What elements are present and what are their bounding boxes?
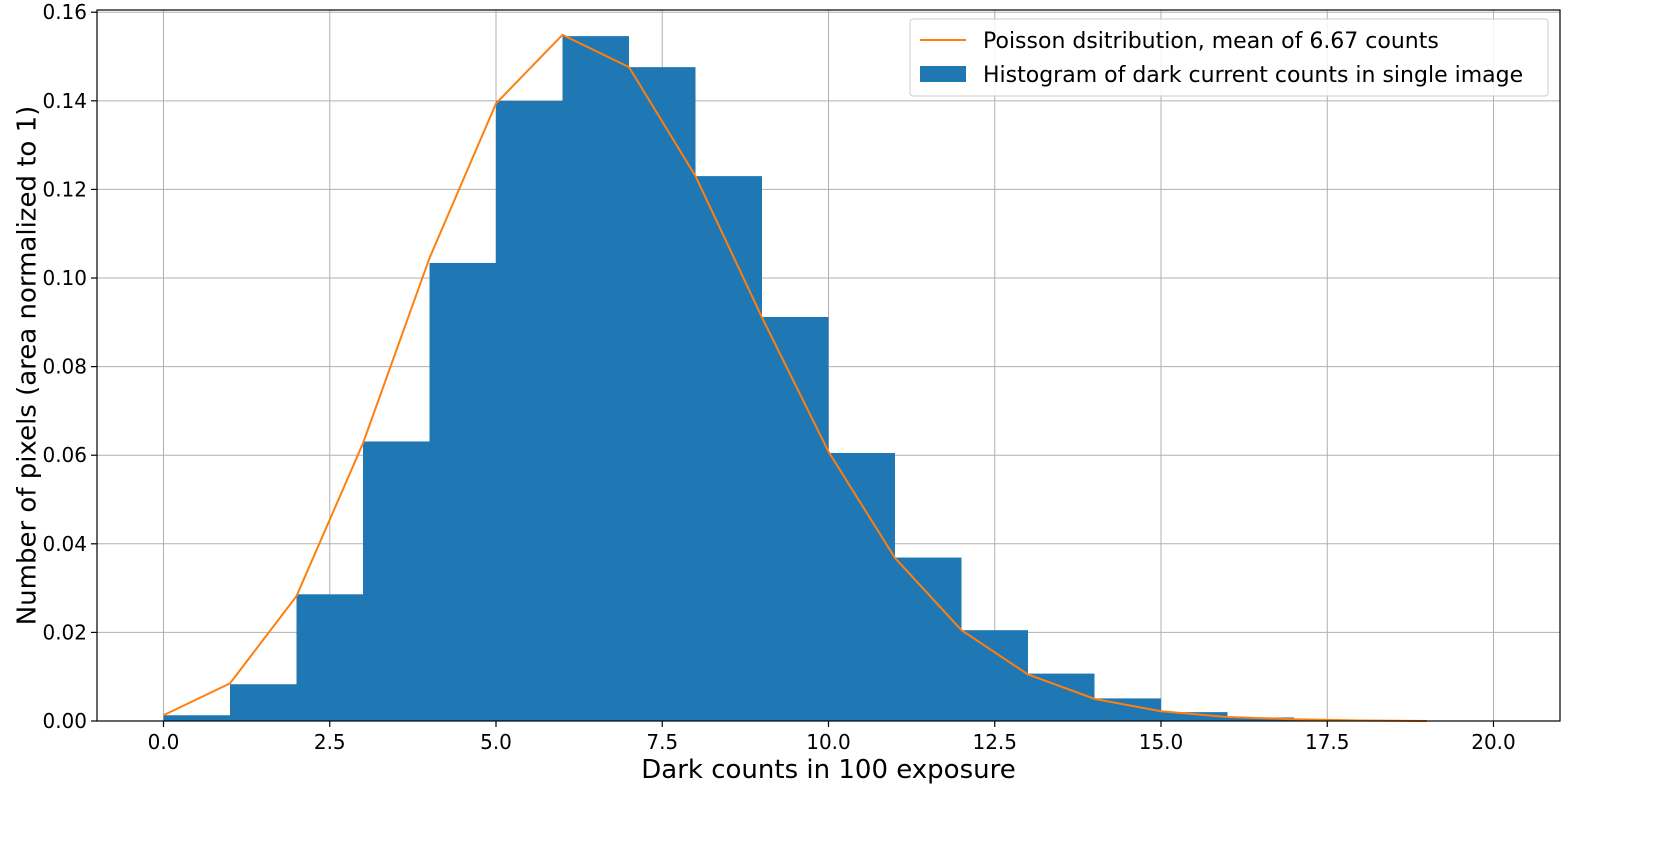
histogram-bar [563,36,630,721]
y-tick-label: 0.10 [42,266,87,290]
histogram-bar [1028,674,1095,721]
histogram-bar [895,558,962,721]
histogram-bar [829,453,896,721]
histogram-bar [762,317,829,721]
y-tick-label: 0.00 [42,709,87,733]
y-tick-label: 0.02 [42,620,87,644]
legend-bar-label: Histogram of dark current counts in sing… [983,63,1523,88]
histogram-bar [962,630,1029,721]
y-axis-label: Number of pixels (area normalized to 1) [13,106,43,626]
histogram-bar [629,67,696,721]
legend-bar-swatch [920,66,966,82]
x-tick-label: 10.0 [806,730,851,754]
x-tick-label: 20.0 [1471,730,1516,754]
x-tick-label: 5.0 [480,730,512,754]
y-tick-label: 0.06 [42,443,87,467]
x-tick-label: 17.5 [1305,730,1350,754]
histogram-bar [496,101,563,721]
x-tick-label: 0.0 [148,730,180,754]
histogram-bar [164,715,231,721]
x-tick-label: 15.0 [1139,730,1184,754]
y-tick-label: 0.16 [42,0,87,24]
x-axis-label: Dark counts in 100 exposure [641,755,1015,785]
y-tick-label: 0.14 [42,89,87,113]
legend-line-label: Poisson dsitribution, mean of 6.67 count… [983,29,1439,54]
x-tick-label: 12.5 [972,730,1017,754]
y-tick-label: 0.12 [42,177,87,201]
x-tick-label: 2.5 [314,730,346,754]
x-tick-label: 7.5 [646,730,678,754]
histogram-bar [430,263,497,721]
histogram-bar [230,684,297,721]
y-tick-label: 0.08 [42,355,87,379]
legend: Poisson dsitribution, mean of 6.67 count… [910,19,1548,96]
histogram-bar [297,594,364,721]
histogram-bar [696,176,763,721]
y-tick-label: 0.04 [42,532,87,556]
histogram-bar [363,441,430,721]
